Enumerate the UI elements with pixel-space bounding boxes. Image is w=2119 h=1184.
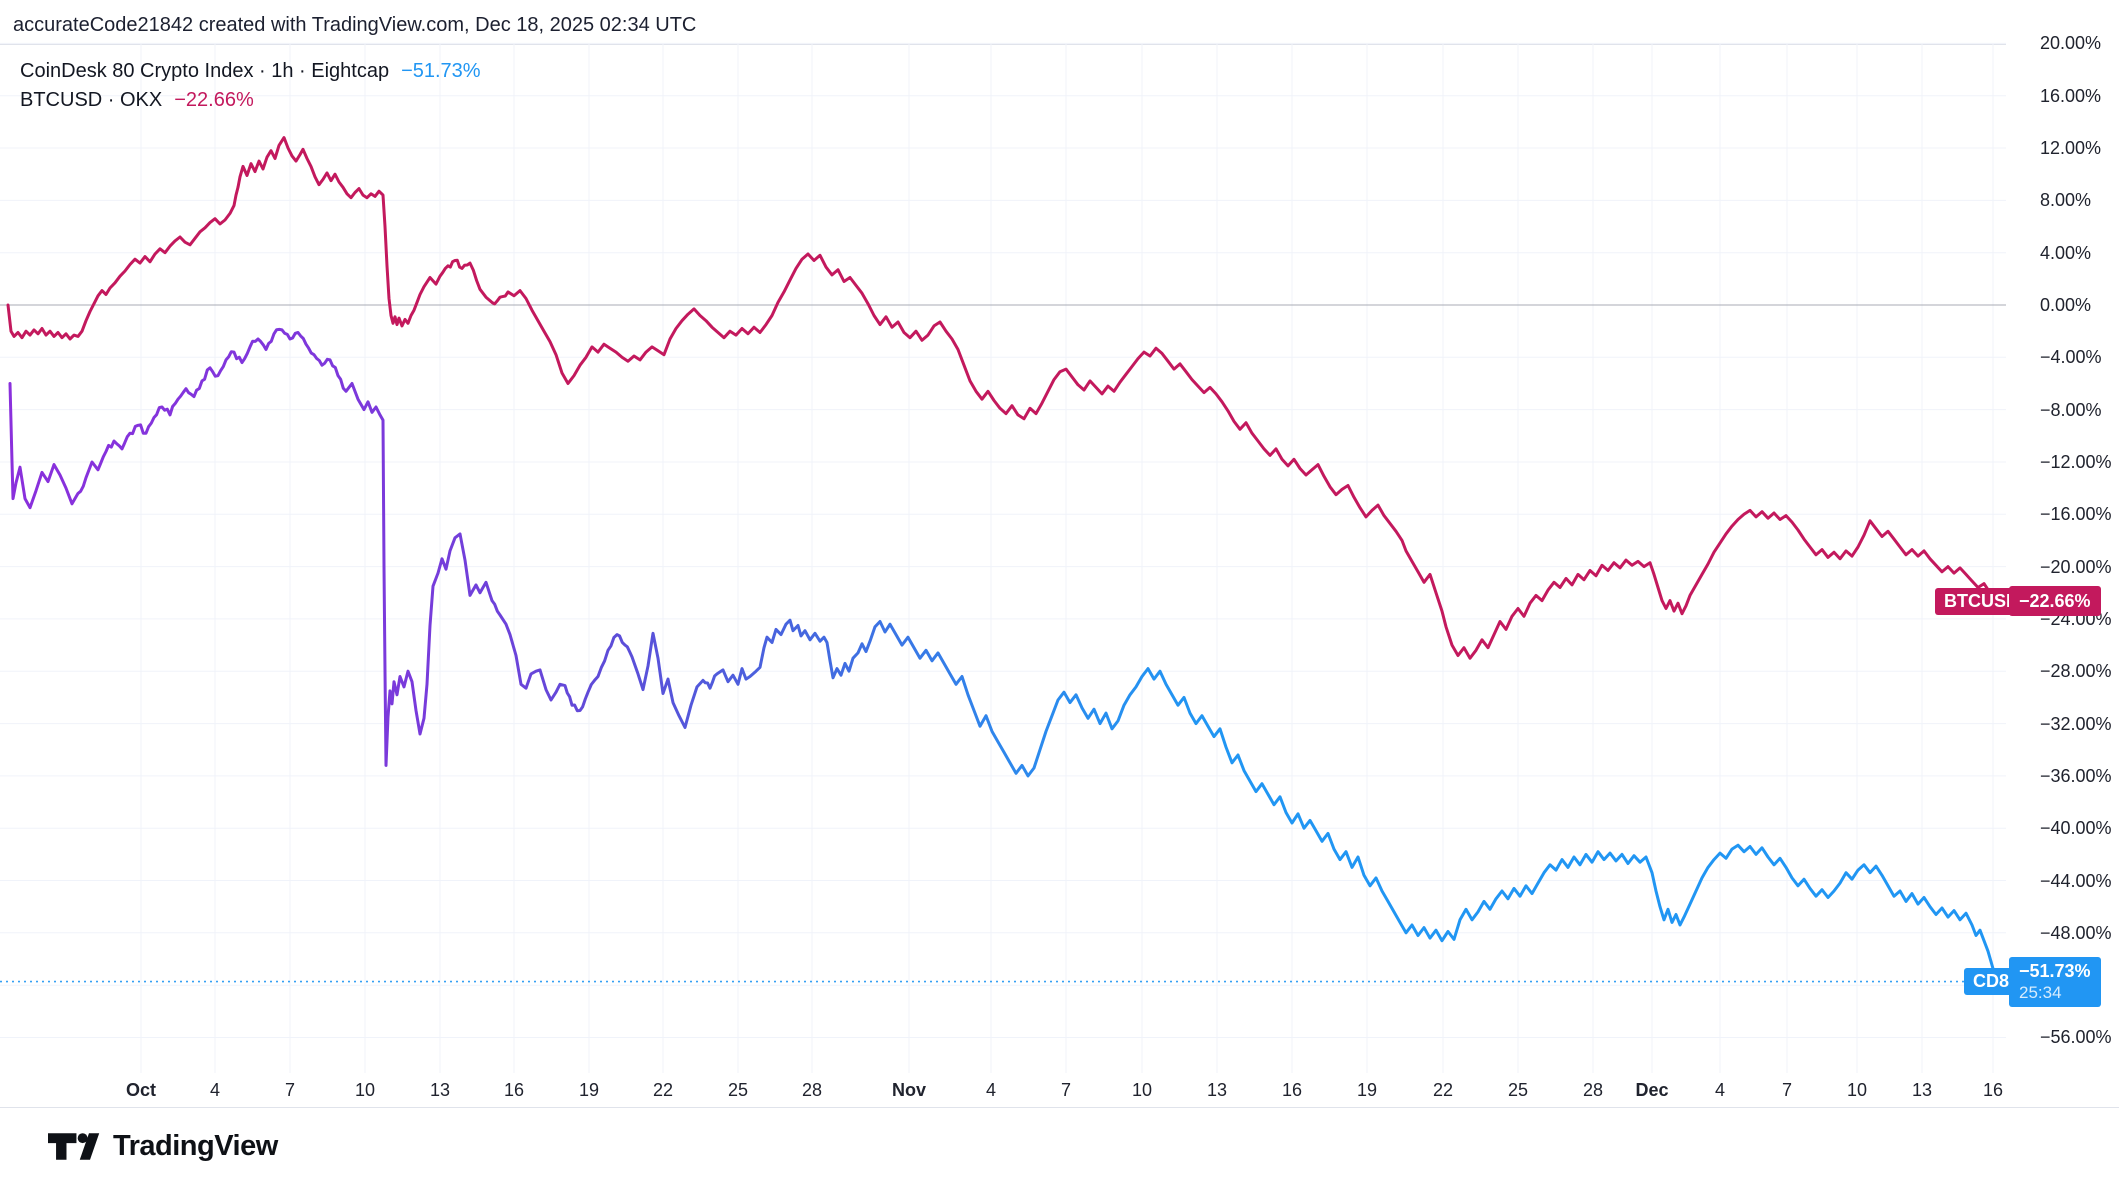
cd80-countdown: 25:34 [2019, 982, 2062, 1002]
y-axis-label: 12.00% [2040, 138, 2102, 159]
x-axis-label: 10 [354, 1080, 376, 1100]
y-axis-label: 0.00% [2040, 295, 2092, 315]
x-axis-label: 28 [801, 1080, 823, 1100]
legend-btcusd-change: −22.66% [174, 89, 254, 111]
pane-top-border [0, 44, 2119, 45]
x-axis-label: 16 [503, 1080, 525, 1100]
btcusd-line [6, 136, 1998, 660]
cd80-price-badge: −51.73% 25:34 [2009, 956, 2101, 1007]
y-axis-label: 20.00% [2040, 33, 2102, 54]
x-axis-label: 4 [985, 1080, 997, 1100]
x-axis-label: 10 [1131, 1080, 1153, 1100]
x-axis-label: 7 [1781, 1080, 1793, 1100]
y-axis-label: −36.00% [2040, 765, 2112, 786]
legend-cd80-change: −51.73% [401, 60, 481, 82]
x-axis-label: 16 [1281, 1080, 1303, 1100]
time-axis[interactable]: Oct 4 7 10 13 16 19 22 25 28 Nov 4 7 10 13 16 19 22 25 28 De… [0, 1073, 2119, 1107]
legend-btcusd-title: BTCUSD · OKX [20, 89, 163, 111]
y-axis-label: −48.00% [2040, 922, 2112, 943]
x-axis-label: 25 [1507, 1080, 1529, 1100]
x-axis-label: 7 [284, 1080, 296, 1100]
watermark-attribution: accurateCode21842 created with TradingVi… [13, 14, 697, 36]
tradingview-logo-text: TradingView [113, 1130, 278, 1162]
time-axis-bottom-border [0, 1107, 2119, 1108]
x-axis-label: 7 [1060, 1080, 1072, 1100]
y-axis-label: −8.00% [2040, 399, 2102, 420]
x-axis-label: 19 [578, 1080, 600, 1100]
x-axis-label: 19 [1356, 1080, 1378, 1100]
x-axis-label: 4 [1714, 1080, 1726, 1100]
x-axis-label: Dec [1635, 1080, 1669, 1100]
y-axis-label: −20.00% [2040, 556, 2112, 577]
x-axis-label: 22 [1432, 1080, 1454, 1100]
y-axis-label: −28.00% [2040, 661, 2112, 682]
y-axis-label: −4.00% [2040, 347, 2102, 368]
x-axis-label: Nov [891, 1080, 927, 1100]
x-axis-label: 13 [429, 1080, 451, 1100]
legend-cd80-title: CoinDesk 80 Crypto Index · 1h · Eightcap [20, 60, 390, 82]
x-axis-label: Oct [125, 1080, 157, 1100]
y-axis-label: −12.00% [2040, 451, 2112, 472]
tradingview-logo-icon [48, 1133, 103, 1160]
btcusd-price-badge: −22.66% [2009, 586, 2101, 617]
y-axis-label: −44.00% [2040, 870, 2112, 891]
legend-row-btcusd[interactable]: BTCUSD · OKX −22.66% [20, 87, 254, 114]
x-axis-label: 13 [1206, 1080, 1228, 1100]
x-axis-label: 28 [1582, 1080, 1604, 1100]
x-axis-label: 22 [652, 1080, 674, 1100]
y-axis-label: −16.00% [2040, 504, 2112, 525]
x-axis-label: 13 [1911, 1080, 1933, 1100]
chart-canvas[interactable] [0, 0, 2006, 1107]
x-axis-label: 10 [1846, 1080, 1868, 1100]
price-axis[interactable]: 20.00% 16.00% 12.00% 8.00% 4.00% 0.00% −4.00% −… [2006, 33, 2119, 1107]
x-axis-label: 25 [727, 1080, 749, 1100]
y-axis-label: 8.00% [2040, 190, 2092, 211]
y-axis-label: −40.00% [2040, 818, 2112, 839]
tradingview-logo[interactable]: TradingView [48, 1130, 278, 1163]
x-axis-label: 16 [1982, 1080, 2004, 1100]
y-axis-label: −32.00% [2040, 713, 2112, 734]
legend-row-cd80[interactable]: CoinDesk 80 Crypto Index · 1h · Eightcap… [20, 58, 481, 85]
x-axis-label: 4 [209, 1080, 221, 1100]
y-axis-label: −56.00% [2040, 1027, 2112, 1048]
cd80-line [8, 327, 1998, 984]
y-axis-label: 4.00% [2040, 242, 2092, 263]
y-axis-label: 16.00% [2040, 85, 2102, 106]
